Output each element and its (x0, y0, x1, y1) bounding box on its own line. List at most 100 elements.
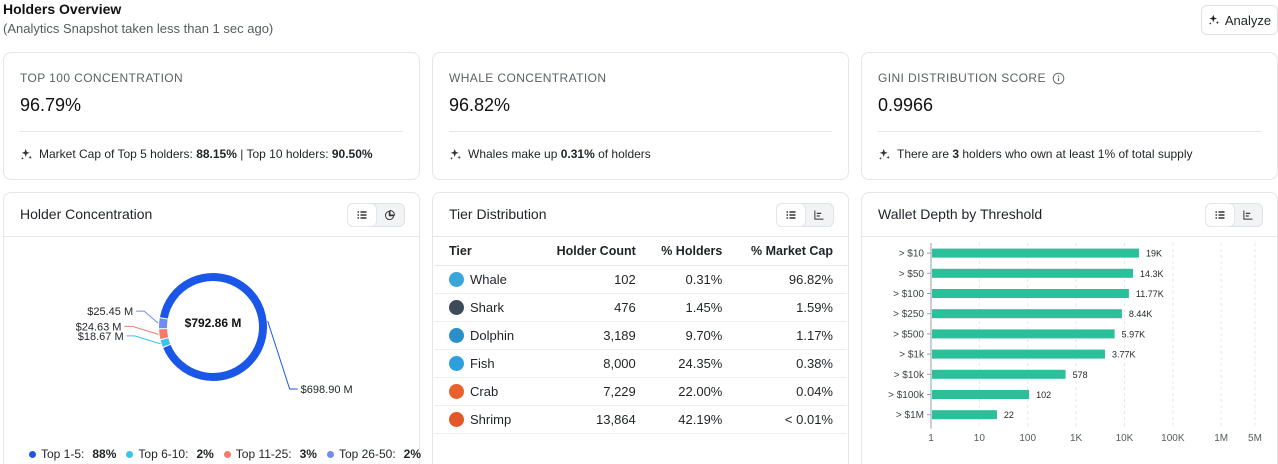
shrimp-icon (449, 411, 464, 427)
analyze-button[interactable]: Analyze (1201, 5, 1278, 35)
bar-1m[interactable] (932, 410, 997, 420)
table-row: Shrimp 13,864 42.19% < 0.01% (434, 405, 847, 434)
bar-value-label: 19K (1146, 249, 1162, 259)
table-view-button[interactable] (777, 204, 805, 226)
x-tick-label: 10 (974, 433, 986, 444)
bar-50[interactable] (932, 268, 1133, 278)
note-value: 0.31% (560, 147, 595, 161)
note-text: There are (897, 147, 953, 161)
pct-holders: 22.00% (649, 377, 737, 406)
stat-value: 96.79% (20, 95, 82, 115)
stat-value: 0.9966 (878, 95, 934, 115)
legend-dot (29, 450, 36, 458)
bar-value-label: 11.77K (1136, 289, 1164, 299)
column-header[interactable]: % Market Cap (736, 237, 847, 266)
sparkle-icon (450, 148, 461, 160)
stat-note: There are 3 holders who own at least 1% … (878, 147, 1193, 161)
y-tick-label: > $500 (893, 329, 924, 340)
sparkle-icon (1208, 14, 1219, 25)
list-icon (1215, 211, 1225, 219)
bar-1k[interactable] (932, 349, 1105, 359)
bar-100[interactable] (932, 289, 1129, 298)
column-header[interactable]: Holder Count (542, 237, 650, 266)
pie-chart-icon (384, 210, 395, 221)
column-header[interactable]: Tier (434, 237, 543, 266)
bar-500[interactable] (932, 329, 1115, 339)
note-value: 90.50% (331, 147, 373, 161)
bar-value-label: 5.97K (1122, 329, 1146, 339)
info-icon[interactable] (1052, 72, 1065, 85)
pie-view-button[interactable] (376, 204, 404, 226)
legend-label: Top 11-25: (235, 447, 292, 461)
chart-view-button[interactable] (805, 204, 833, 226)
divider (862, 236, 1277, 237)
panel-title: Holder Concentration (20, 206, 153, 222)
bar-value-label: 8.44K (1129, 309, 1153, 319)
table-row: Crab 7,229 22.00% 0.04% (434, 377, 847, 406)
legend-item[interactable]: Top 6-10: 2% (126, 447, 214, 461)
list-view-button[interactable] (348, 204, 376, 226)
chart-view-button[interactable] (1234, 204, 1262, 226)
tier-label: Whale (470, 271, 507, 287)
legend-item[interactable]: Top 11-25: 3% (223, 447, 317, 461)
top100-concentration-card: TOP 100 CONCENTRATION 96.79% Market Cap … (3, 52, 420, 180)
donut-slice-top-11-25[interactable] (159, 328, 169, 340)
table-header-row: Tier Holder Count % Holders % Market Cap (434, 237, 847, 266)
list-icon (357, 211, 367, 219)
wallet-depth-chart: 19K 14.3K 11.77K 8.44K 5.97K 3.77K 578 102 22 1 1… (888, 243, 1262, 444)
callout-label: $698.90 M (301, 384, 353, 396)
x-tick-label: 1M (1214, 433, 1228, 444)
y-tick-label: > $1k (899, 350, 925, 361)
note-value: 3 (952, 147, 960, 161)
tier-label: Shark (470, 299, 504, 315)
view-toggle (347, 203, 405, 227)
panel-title: Wallet Depth by Threshold (878, 206, 1043, 222)
column-header[interactable]: % Holders (649, 237, 737, 266)
legend-item[interactable]: Top 26-50: 2% (326, 447, 421, 461)
y-tick-label: > $100k (888, 390, 925, 401)
bar-chart-icon (1243, 210, 1253, 220)
legend-dot (326, 450, 334, 458)
holder-count: 476 (542, 293, 650, 322)
note-text: Market Cap of Top 5 holders: (39, 147, 197, 161)
pct-market-cap: 1.17% (736, 321, 847, 350)
callout-line (126, 335, 161, 345)
pct-holders: 24.35% (649, 349, 737, 378)
donut-slice-top-26-50[interactable] (159, 318, 168, 329)
legend-item[interactable]: Top 1-5: 88% (29, 447, 116, 461)
dolphin-icon (449, 327, 464, 343)
tier-table: Tier Holder Count % Holders % Market Cap… (434, 237, 847, 434)
x-tick-label: 100 (1019, 433, 1036, 444)
bar-250[interactable] (932, 309, 1122, 319)
bar-100k[interactable] (932, 390, 1030, 399)
donut-slice-top-1-5[interactable] (159, 273, 267, 381)
bar-10[interactable] (932, 248, 1139, 258)
callout-line (136, 310, 159, 324)
callout-label: $24.63 M (76, 321, 122, 333)
callout-line (124, 325, 159, 335)
divider (449, 131, 832, 132)
bar-value-label: 578 (1073, 370, 1088, 380)
bar-value-label: 102 (1036, 390, 1051, 400)
holder-count: 3,189 (542, 321, 650, 350)
legend-dot (223, 450, 231, 458)
shark-icon (449, 299, 464, 315)
table-view-button[interactable] (1206, 204, 1234, 226)
sparkle-icon (21, 148, 32, 160)
note-text: of holders (594, 147, 651, 161)
pct-market-cap: 0.38% (736, 349, 847, 378)
legend-value: 3% (299, 447, 317, 461)
list-icon (786, 211, 796, 219)
sparkle-icon (879, 148, 890, 160)
callout-label: $18.67 M (78, 331, 124, 343)
stat-label-text: GINI DISTRIBUTION SCORE (878, 71, 1046, 85)
holder-count: 102 (542, 265, 650, 294)
note-text: holders who own at least 1% of total sup… (959, 147, 1193, 161)
donut-center-label: $792.86 M (185, 316, 242, 330)
y-tick-label: > $10 (899, 249, 925, 260)
wallet-depth-panel: Wallet Depth by Threshold 19K 14.3K 11.77K… (861, 192, 1278, 464)
bar-10k[interactable] (932, 369, 1066, 379)
y-tick-label: > $10k (894, 370, 925, 381)
donut-slice-top-6-10[interactable] (160, 338, 171, 347)
x-tick-label: 100K (1161, 433, 1185, 444)
